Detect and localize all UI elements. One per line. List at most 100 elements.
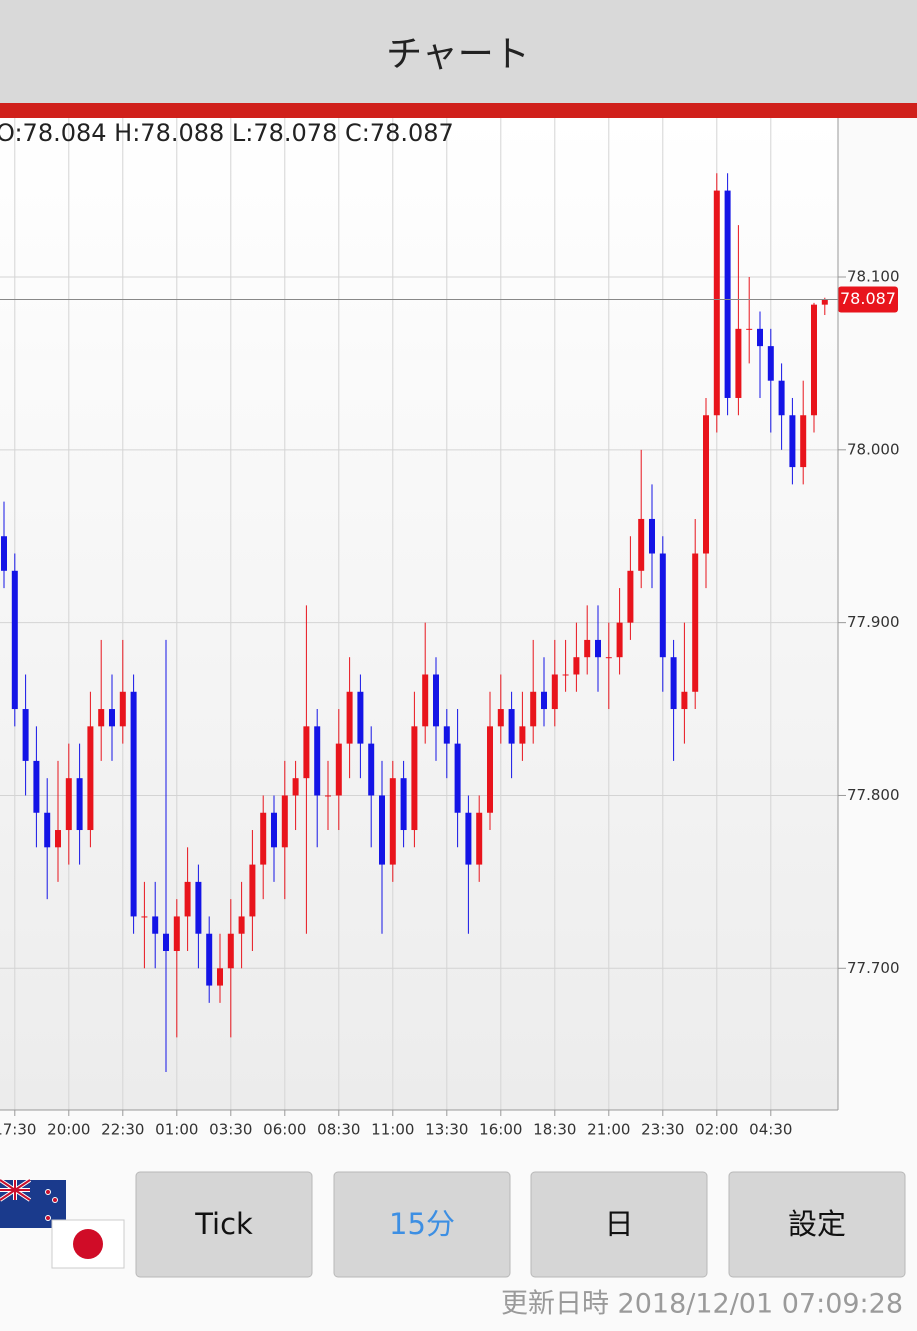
candle-body <box>627 570 634 623</box>
x-tick-label: 20:00 <box>47 1121 90 1139</box>
y-tick-label: 78.100 <box>847 267 900 285</box>
candle-body <box>292 778 299 796</box>
candle-body <box>400 778 407 831</box>
candle-body <box>443 726 450 744</box>
candle-body <box>281 795 288 848</box>
candle-body <box>465 812 472 865</box>
candle-body <box>141 916 148 918</box>
nz-flag-cross-red <box>0 1179 31 1201</box>
candle-body <box>368 743 375 796</box>
candle-body <box>735 328 742 398</box>
last-price-label: 78.087 <box>840 289 896 308</box>
candle-body <box>411 726 418 831</box>
button[interactable] <box>333 1171 511 1278</box>
candle-body <box>163 933 169 952</box>
candle-body <box>605 657 612 659</box>
candle-body <box>227 933 234 969</box>
candle-body <box>649 518 655 554</box>
candle-body <box>184 881 191 917</box>
x-tick-label: 03:30 <box>209 1121 252 1139</box>
button-label[interactable]: 15分 <box>389 1207 455 1241</box>
candle-body <box>519 726 526 744</box>
candle-body <box>713 190 720 416</box>
x-tick-label: 11:00 <box>371 1121 414 1139</box>
candle-body <box>314 726 321 796</box>
x-tick-label: 21:00 <box>587 1121 630 1139</box>
candle-body <box>821 299 828 305</box>
candle-body <box>530 691 537 727</box>
x-tick-label: 02:00 <box>695 1121 738 1139</box>
header-bar <box>0 0 917 103</box>
candle-body <box>476 812 483 865</box>
candle-body <box>595 639 601 658</box>
candle-body <box>335 743 342 796</box>
candle-body <box>573 657 580 675</box>
y-tick-label: 77.800 <box>847 786 900 804</box>
candle-body <box>422 674 429 727</box>
candle-body <box>346 691 353 744</box>
candle-body <box>746 328 753 330</box>
candle-body <box>508 709 515 744</box>
header-title: チャート <box>386 34 530 75</box>
candle-body <box>562 674 569 676</box>
candle-body <box>541 691 547 710</box>
candle-body <box>33 760 40 813</box>
x-tick-label: 18:30 <box>533 1121 576 1139</box>
x-tick-label: 16:00 <box>479 1121 522 1139</box>
candle-body <box>670 657 677 710</box>
nz-star <box>52 1197 58 1203</box>
candle-body <box>811 304 817 416</box>
candle-body <box>217 968 223 986</box>
y-tick-label: 77.700 <box>847 959 900 977</box>
candle-body <box>757 328 763 347</box>
candle-body <box>616 622 623 658</box>
candle-body <box>152 916 159 934</box>
candle-body <box>389 778 396 865</box>
x-tick-label: 17:30 <box>0 1121 36 1139</box>
update-time: 更新日時 2018/12/01 07:09:28 <box>501 1289 903 1320</box>
x-tick-label: 01:00 <box>155 1121 198 1139</box>
x-tick-label: 13:30 <box>425 1121 468 1139</box>
candle-body <box>195 881 202 934</box>
candle-body <box>325 795 331 797</box>
y-tick-label: 77.900 <box>847 613 900 631</box>
candle-body <box>303 726 310 779</box>
button[interactable] <box>728 1171 906 1278</box>
x-tick-label: 23:30 <box>641 1121 684 1139</box>
candle-body <box>76 778 83 831</box>
candle-body <box>11 570 18 710</box>
candle-body <box>238 916 245 934</box>
button[interactable] <box>135 1171 313 1278</box>
candle-body <box>433 674 439 727</box>
x-tick-label: 04:30 <box>749 1121 792 1139</box>
candle-body <box>55 830 61 848</box>
candle-body <box>767 346 774 381</box>
accent-bar <box>0 103 917 118</box>
candle-body <box>379 795 385 865</box>
candle-body <box>551 674 558 710</box>
candle-body <box>173 916 180 952</box>
x-tick-label: 22:30 <box>101 1121 144 1139</box>
candle-body <box>357 691 364 744</box>
x-tick-label: 08:30 <box>317 1121 360 1139</box>
candle-body <box>703 415 709 554</box>
candle-body <box>800 415 807 468</box>
button[interactable] <box>530 1171 708 1278</box>
candle-body <box>22 709 29 761</box>
x-tick-label: 06:00 <box>263 1121 306 1139</box>
button-label[interactable]: 日 <box>604 1207 633 1241</box>
candle-body <box>98 709 105 727</box>
button-label[interactable]: 設定 <box>788 1207 846 1241</box>
candle-body <box>789 415 796 468</box>
candle-body <box>206 933 213 986</box>
candle-body <box>497 709 504 727</box>
last-price-badge <box>838 286 898 313</box>
nz-star <box>45 1215 51 1221</box>
candle-body <box>692 553 699 692</box>
candle-body <box>119 691 126 727</box>
button-label[interactable]: Tick <box>194 1207 253 1241</box>
candle-body <box>659 553 666 658</box>
nz-star <box>45 1189 51 1195</box>
plot-area <box>0 118 838 1110</box>
candle-body <box>130 691 137 917</box>
